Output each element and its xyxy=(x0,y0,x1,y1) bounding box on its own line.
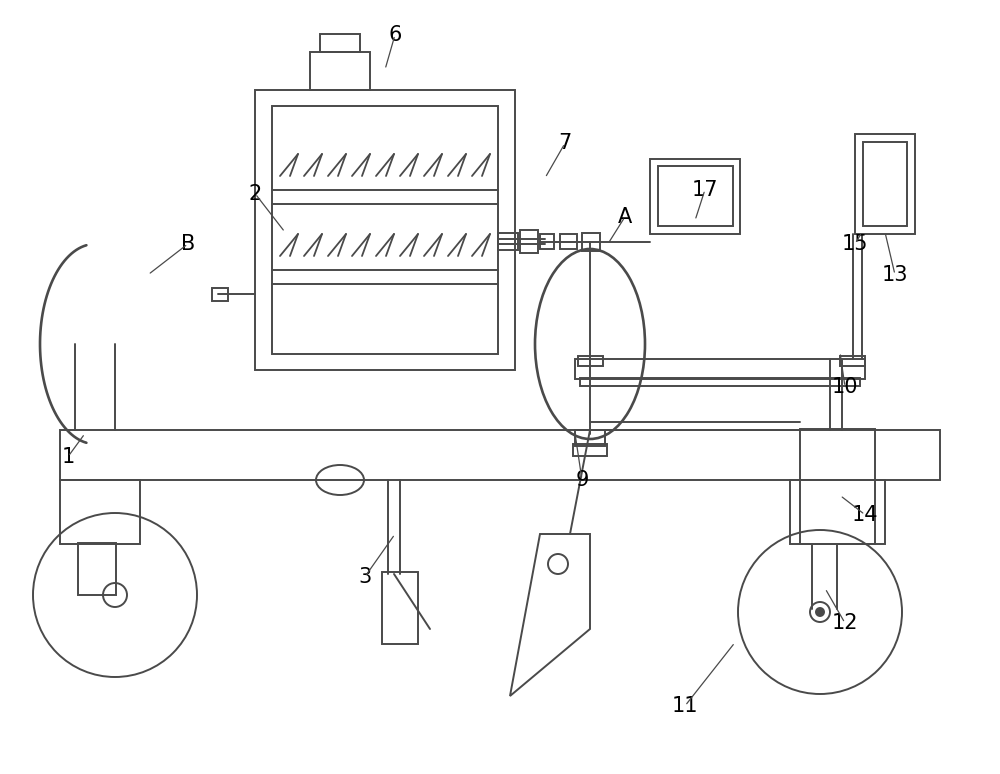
Bar xyxy=(573,444,607,456)
Bar xyxy=(863,142,907,226)
Text: 6: 6 xyxy=(388,25,402,45)
Text: 9: 9 xyxy=(575,470,589,490)
Bar xyxy=(520,230,538,253)
Text: 7: 7 xyxy=(558,133,572,153)
Bar xyxy=(272,106,498,354)
Bar xyxy=(578,356,603,366)
Bar xyxy=(382,572,418,644)
Bar xyxy=(255,90,515,370)
Text: 14: 14 xyxy=(852,505,878,525)
Text: 12: 12 xyxy=(832,613,858,633)
Bar xyxy=(78,543,116,595)
Bar xyxy=(790,480,885,544)
Bar xyxy=(575,430,605,446)
Bar xyxy=(800,429,875,544)
Text: 17: 17 xyxy=(692,180,718,200)
Text: 2: 2 xyxy=(248,183,262,204)
Bar xyxy=(580,378,860,386)
Bar xyxy=(540,234,554,249)
Text: A: A xyxy=(618,207,632,227)
Bar xyxy=(840,356,865,366)
Text: B: B xyxy=(181,234,195,254)
Bar xyxy=(320,34,360,52)
Text: 10: 10 xyxy=(832,377,858,397)
Bar xyxy=(498,233,518,250)
Bar xyxy=(310,52,370,90)
Text: 15: 15 xyxy=(842,234,868,254)
Bar xyxy=(60,430,940,480)
Bar xyxy=(575,359,865,379)
Bar xyxy=(560,234,577,249)
Circle shape xyxy=(816,608,824,616)
Bar xyxy=(855,134,915,234)
Bar xyxy=(212,288,228,301)
Text: 11: 11 xyxy=(672,696,698,716)
Text: 3: 3 xyxy=(358,567,372,587)
Bar xyxy=(650,159,740,234)
Bar xyxy=(582,233,600,251)
Text: 1: 1 xyxy=(61,447,75,467)
Bar xyxy=(60,480,140,544)
Bar xyxy=(658,166,733,226)
Text: 13: 13 xyxy=(882,265,908,285)
